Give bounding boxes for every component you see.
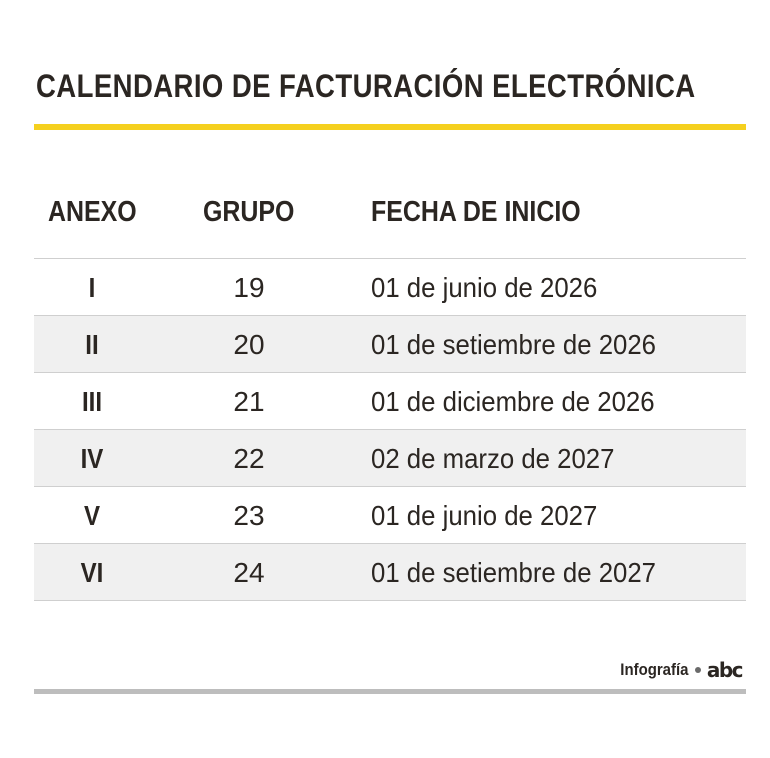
bottom-divider [34, 689, 746, 694]
group-cell: 24 [233, 557, 265, 588]
annex-cell: VI [80, 557, 104, 588]
date-cell: 01 de setiembre de 2027 [371, 557, 656, 588]
date-cell: 02 de marzo de 2027 [371, 443, 615, 474]
date-cell: 01 de junio de 2026 [371, 272, 598, 303]
header-group: GRUPO [203, 196, 295, 228]
footer-credit: Infografía abc [611, 658, 744, 682]
header-annex: ANEXO [48, 196, 137, 228]
table-row: VI 24 01 de setiembre de 2027 [34, 544, 746, 601]
annex-cell: I [88, 272, 96, 303]
table-row: II 20 01 de setiembre de 2026 [34, 316, 746, 373]
title-underline [34, 124, 746, 130]
billing-calendar-table: ANEXO GRUPO FECHA DE INICIO I 19 01 de j… [34, 182, 746, 601]
date-cell: 01 de junio de 2027 [371, 500, 598, 531]
page-title: CALENDARIO DE FACTURACIÓN ELECTRÓNICA [36, 68, 696, 104]
table-row: IV 22 02 de marzo de 2027 [34, 430, 746, 487]
group-cell: 22 [233, 443, 265, 474]
table-row: III 21 01 de diciembre de 2026 [34, 373, 746, 430]
infografia-label: Infografía [620, 660, 689, 679]
header-start-date: FECHA DE INICIO [371, 196, 581, 228]
separator-dot-icon [694, 667, 701, 673]
date-cell: 01 de diciembre de 2026 [371, 386, 655, 417]
annex-cell: IV [80, 443, 104, 474]
annex-cell: III [81, 386, 103, 417]
annex-cell: II [85, 329, 99, 360]
date-cell: 01 de setiembre de 2026 [371, 329, 656, 360]
group-cell: 19 [233, 272, 265, 303]
group-cell: 23 [233, 500, 265, 531]
table-row: V 23 01 de junio de 2027 [34, 487, 746, 544]
group-cell: 21 [233, 386, 265, 417]
group-cell: 20 [233, 329, 265, 360]
annex-cell: V [83, 500, 101, 531]
abc-logo-icon: abc [706, 658, 744, 682]
table-header: ANEXO GRUPO FECHA DE INICIO [34, 182, 746, 259]
table-row: I 19 01 de junio de 2026 [34, 259, 746, 316]
